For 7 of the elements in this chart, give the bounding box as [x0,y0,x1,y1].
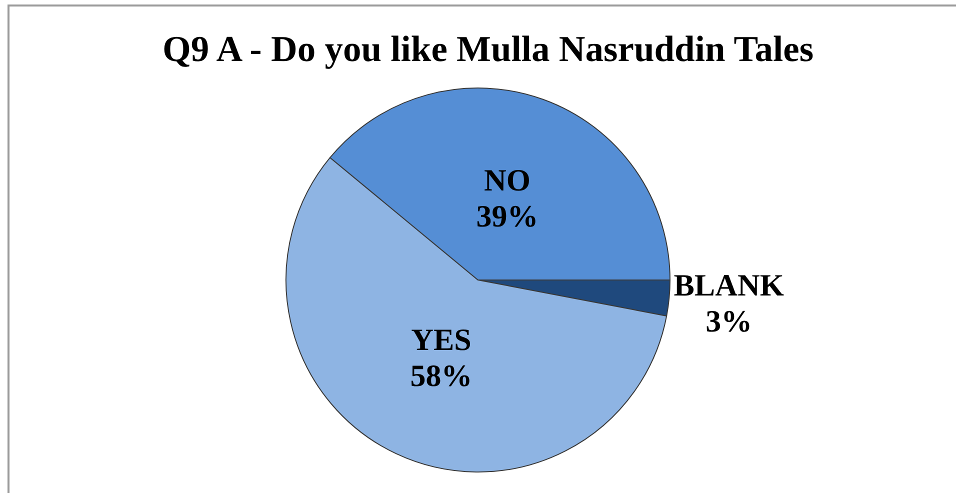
slice-label: YES [411,322,472,358]
chart-title: Q9 A - Do you like Mulla Nasruddin Tales [162,28,814,69]
slice-label: NO [484,162,531,198]
data-label: 58% [410,358,472,394]
slice-label: BLANK [674,268,784,303]
data-label: 39% [476,198,538,234]
data-label: 3% [706,304,752,339]
